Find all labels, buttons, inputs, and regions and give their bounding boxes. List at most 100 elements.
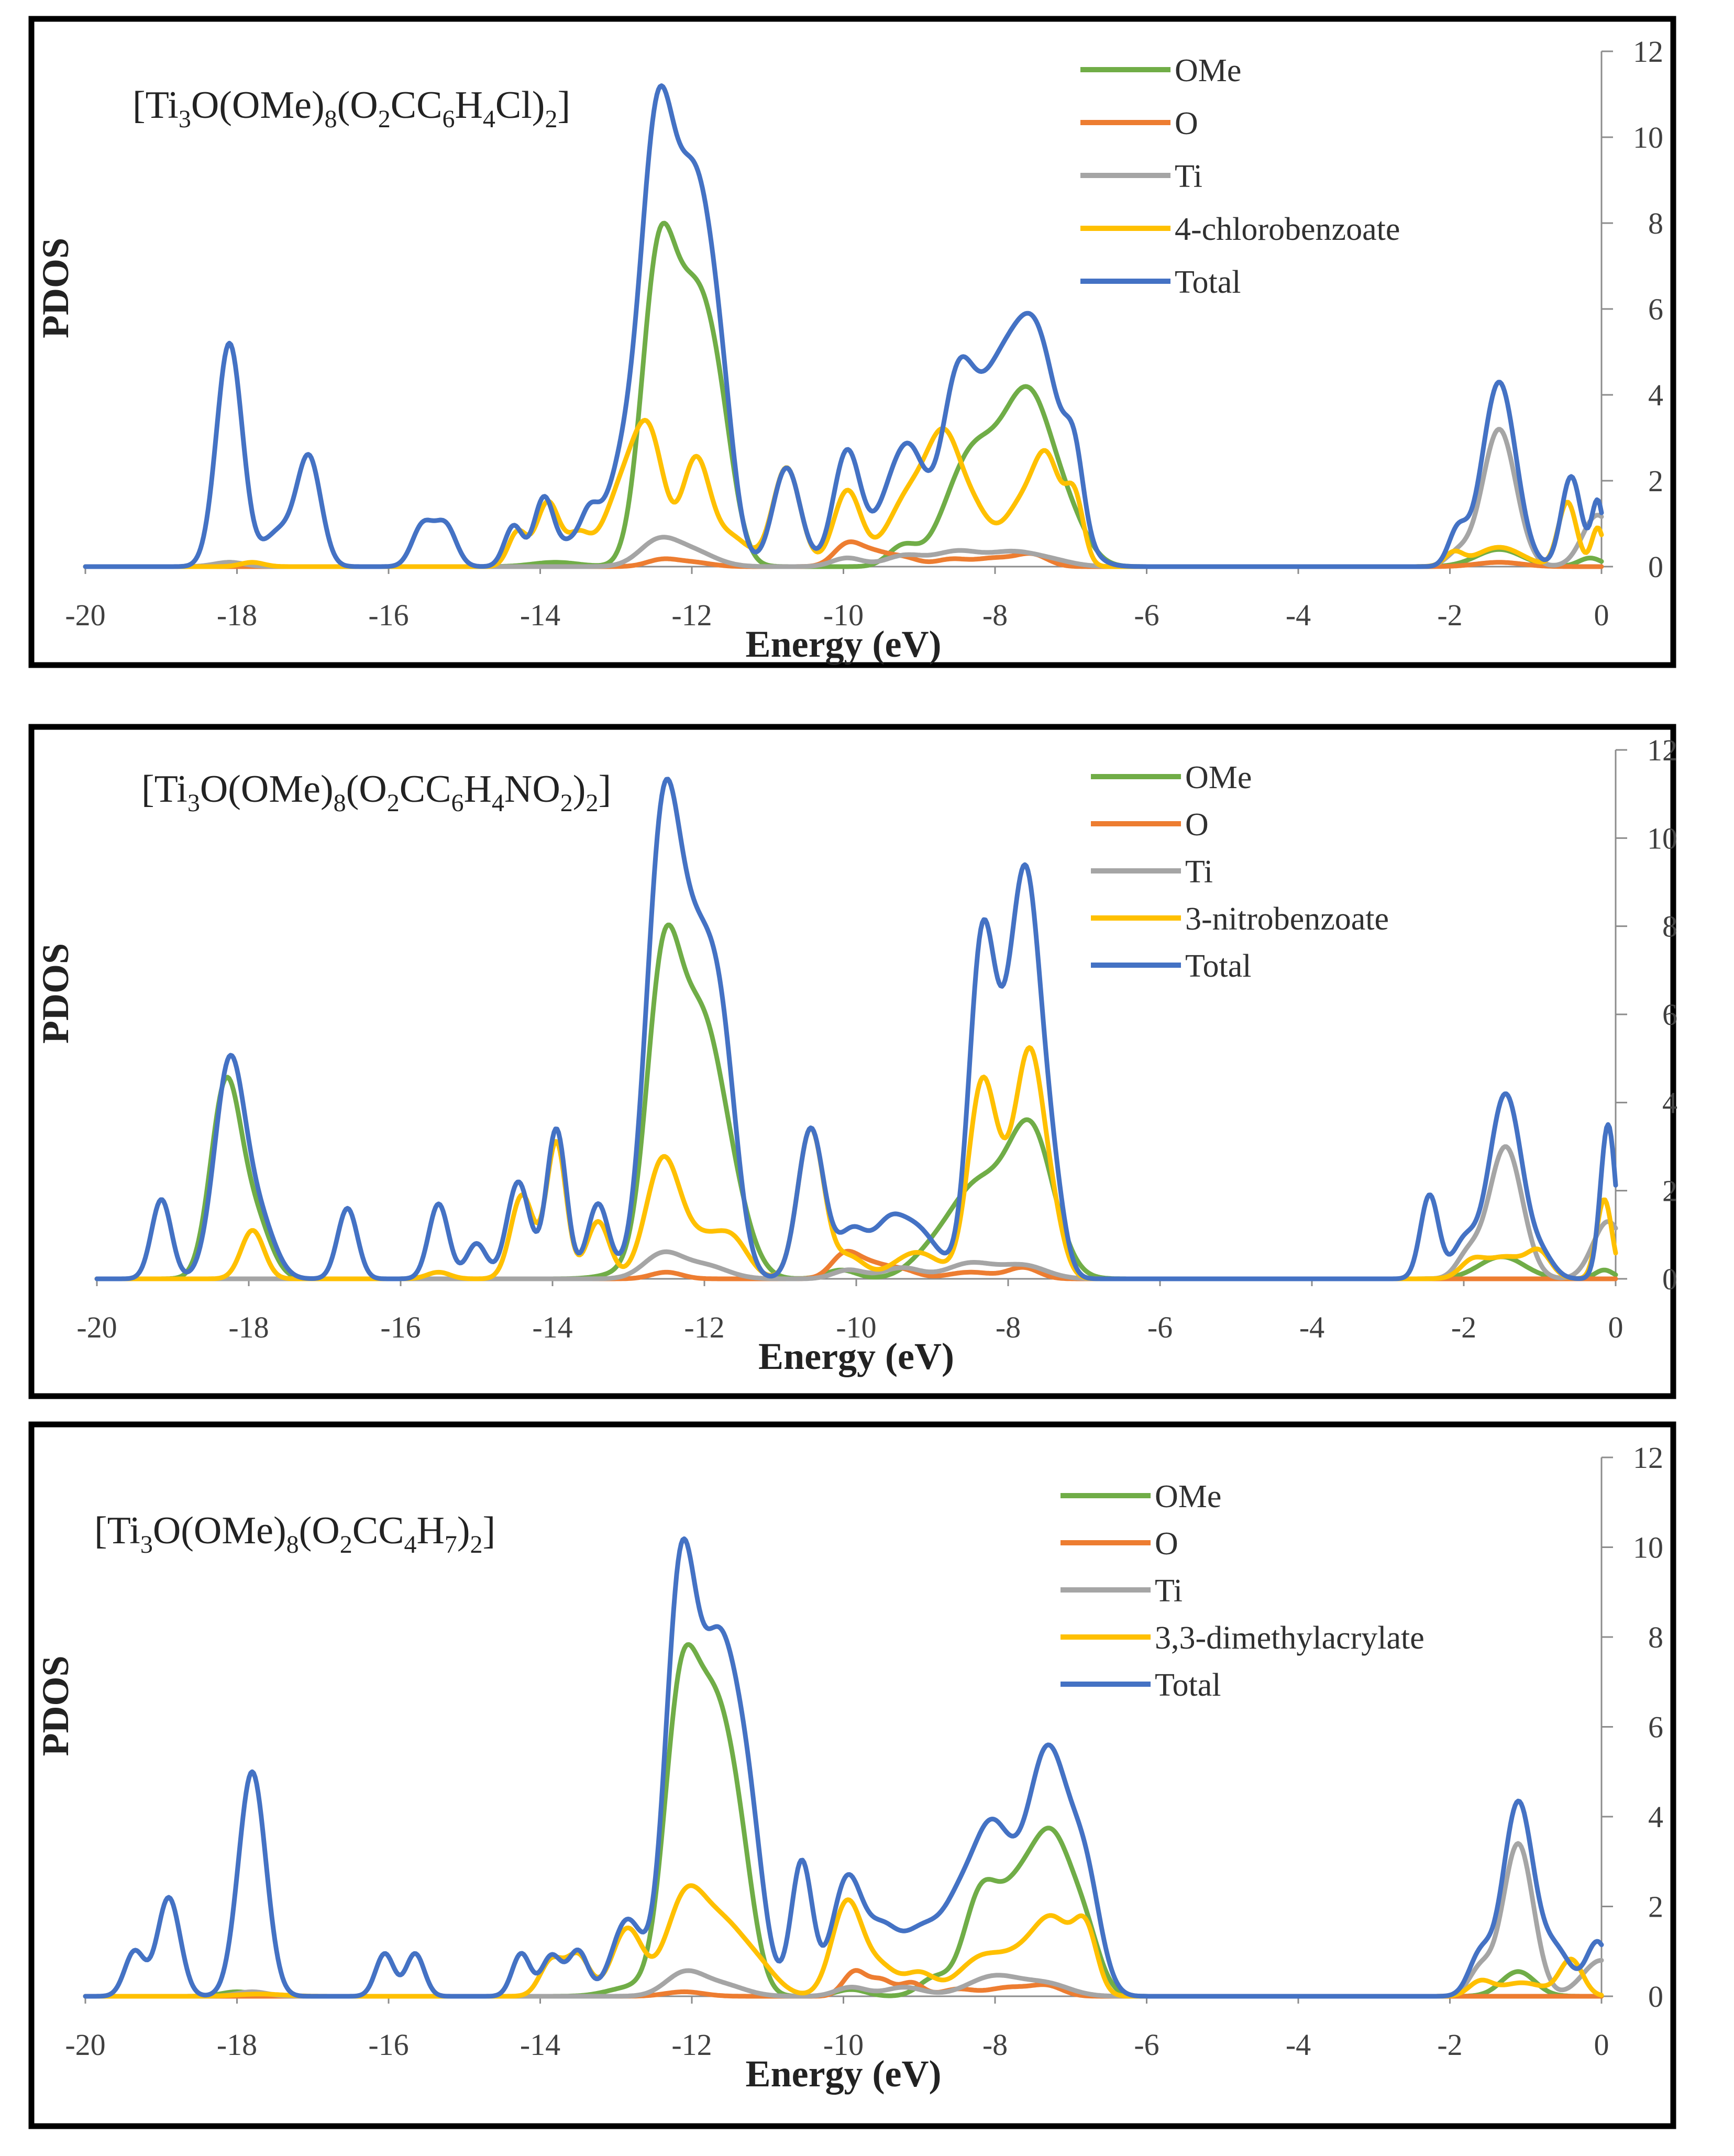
- x-tick-label: -20: [76, 1310, 117, 1344]
- pdos-panel-2: -20 -18 -16 -14 -12 -10 -8 -6 -4 -2 0024681012Ener…: [28, 724, 1677, 1399]
- y-tick-label: 2: [1662, 1174, 1677, 1208]
- formula-part: [Ti: [94, 1509, 140, 1552]
- x-tick-label: -18: [217, 598, 257, 632]
- x-tick-label: -2: [1451, 1310, 1476, 1344]
- y-tick-label: 8: [1648, 1620, 1663, 1654]
- series-line-total: [83, 1536, 1604, 1999]
- x-tick-label: -18: [228, 1310, 269, 1344]
- formula-subscript: 6: [451, 789, 463, 817]
- formula-subscript: 3: [140, 1531, 153, 1558]
- legend-label: 3,3-dimethylacrylate: [1155, 1620, 1424, 1656]
- formula-subscript: 4: [483, 105, 495, 133]
- legend-label: Total: [1155, 1667, 1221, 1703]
- y-tick-label: 6: [1648, 292, 1663, 326]
- x-tick-label: -12: [684, 1310, 724, 1344]
- legend-label: O: [1155, 1526, 1178, 1562]
- x-tick-label: -14: [520, 598, 560, 632]
- formula-subscript: 2: [586, 789, 598, 817]
- legend-label: O: [1175, 106, 1198, 141]
- x-axis-title: Energy (eV): [746, 623, 942, 665]
- y-axis-title: PDOS: [35, 1655, 76, 1756]
- x-tick-label: -10: [836, 1310, 876, 1344]
- x-tick-label: -8: [996, 1310, 1021, 1344]
- formula-part: CC: [400, 768, 451, 811]
- x-tick-label: 0: [1594, 2028, 1609, 2062]
- formula-subscript: 3: [187, 789, 200, 817]
- formula-part: O(OMe): [191, 84, 325, 127]
- x-tick-label: -2: [1437, 598, 1462, 632]
- x-tick-label: -14: [520, 2028, 560, 2062]
- x-tick-label: -8: [982, 598, 1008, 632]
- legend-label: OMe: [1185, 760, 1252, 795]
- y-tick-label: 12: [1647, 733, 1677, 767]
- formula-subscript: 7: [445, 1531, 457, 1558]
- panel-frame: [28, 1421, 1676, 2129]
- formula-subscript: 2: [560, 789, 573, 817]
- legend-label: 3-nitrobenzoate: [1185, 901, 1389, 937]
- x-tick-label: -16: [368, 598, 408, 632]
- formula-part: ]: [557, 84, 570, 127]
- formula-subscript: 2: [545, 105, 557, 133]
- x-tick-label: -6: [1134, 2028, 1159, 2062]
- formula-part: CC: [352, 1509, 404, 1552]
- formula-part: NO: [504, 768, 560, 811]
- pdos-panel-3: -20 -18 -16 -14 -12 -10 -8 -6 -4 -2 0024681012Ener…: [28, 1421, 1676, 2129]
- y-tick-label: 2: [1648, 1890, 1663, 1924]
- x-tick-label: -2: [1437, 2028, 1462, 2062]
- formula-part: Cl): [495, 84, 545, 127]
- formula-subscript: 8: [286, 1531, 299, 1558]
- y-axis-title: PDOS: [35, 238, 76, 338]
- series-line-total: [83, 83, 1604, 569]
- formula-part: (O: [346, 768, 387, 811]
- x-tick-label: 0: [1608, 1310, 1623, 1344]
- y-tick-label: 12: [1633, 1441, 1663, 1475]
- y-tick-label: 10: [1633, 120, 1663, 154]
- x-tick-label: -14: [532, 1310, 572, 1344]
- series-line-total: [94, 777, 1618, 1281]
- formula-part: H: [416, 1509, 444, 1552]
- y-tick-label: 6: [1648, 1710, 1663, 1744]
- legend-label: Ti: [1185, 854, 1213, 890]
- formula-subscript: 3: [179, 105, 191, 133]
- legend-label: Ti: [1155, 1573, 1183, 1609]
- legend-label: Total: [1185, 948, 1252, 984]
- formula-part: (O: [337, 84, 378, 127]
- y-tick-label: 4: [1662, 1086, 1677, 1120]
- y-tick-label: 2: [1648, 464, 1663, 498]
- formula-part: ): [457, 1509, 470, 1552]
- legend-label: 4-chlorobenzoate: [1175, 212, 1400, 247]
- formula-subscript: 4: [404, 1531, 416, 1558]
- formula-subscript: 2: [378, 105, 391, 133]
- y-tick-label: 8: [1662, 910, 1677, 944]
- y-tick-label: 4: [1648, 378, 1663, 412]
- formula-part: H: [455, 84, 482, 127]
- x-tick-label: -16: [368, 2028, 408, 2062]
- formula-subscript: 2: [470, 1531, 483, 1558]
- legend-label: OMe: [1155, 1479, 1221, 1514]
- y-tick-label: 12: [1633, 35, 1663, 69]
- formula-part: CC: [391, 84, 443, 127]
- x-tick-label: -4: [1286, 598, 1311, 632]
- formula-subscript: 4: [492, 789, 504, 817]
- complex-formula: [Ti3O(OMe)8(O2CC6H4Cl)2]: [132, 84, 570, 133]
- panel-frame: [28, 724, 1676, 1399]
- x-tick-label: -6: [1147, 1310, 1173, 1344]
- legend-label: OMe: [1175, 53, 1241, 89]
- complex-formula: [Ti3O(OMe)8(O2CC4H7)2]: [94, 1509, 495, 1558]
- x-tick-label: -8: [982, 2028, 1008, 2062]
- x-tick-label: 0: [1594, 598, 1609, 632]
- y-axis-title: PDOS: [35, 943, 76, 1044]
- formula-part: O(OMe): [200, 768, 334, 811]
- formula-part: ]: [598, 768, 611, 811]
- formula-part: (O: [299, 1509, 340, 1552]
- x-tick-label: -20: [65, 2028, 105, 2062]
- y-tick-label: 6: [1662, 998, 1677, 1032]
- y-tick-label: 0: [1648, 550, 1663, 584]
- x-axis-title: Energy (eV): [758, 1335, 954, 1377]
- formula-part: [Ti: [132, 84, 179, 127]
- complex-formula: [Ti3O(OMe)8(O2CC6H4NO2)2]: [141, 768, 611, 817]
- pdos-panel-1: -20 -18 -16 -14 -12 -10 -8 -6 -4 -2 0024681012Ener…: [28, 16, 1676, 668]
- formula-subscript: 2: [387, 789, 400, 817]
- x-tick-label: -10: [823, 598, 864, 632]
